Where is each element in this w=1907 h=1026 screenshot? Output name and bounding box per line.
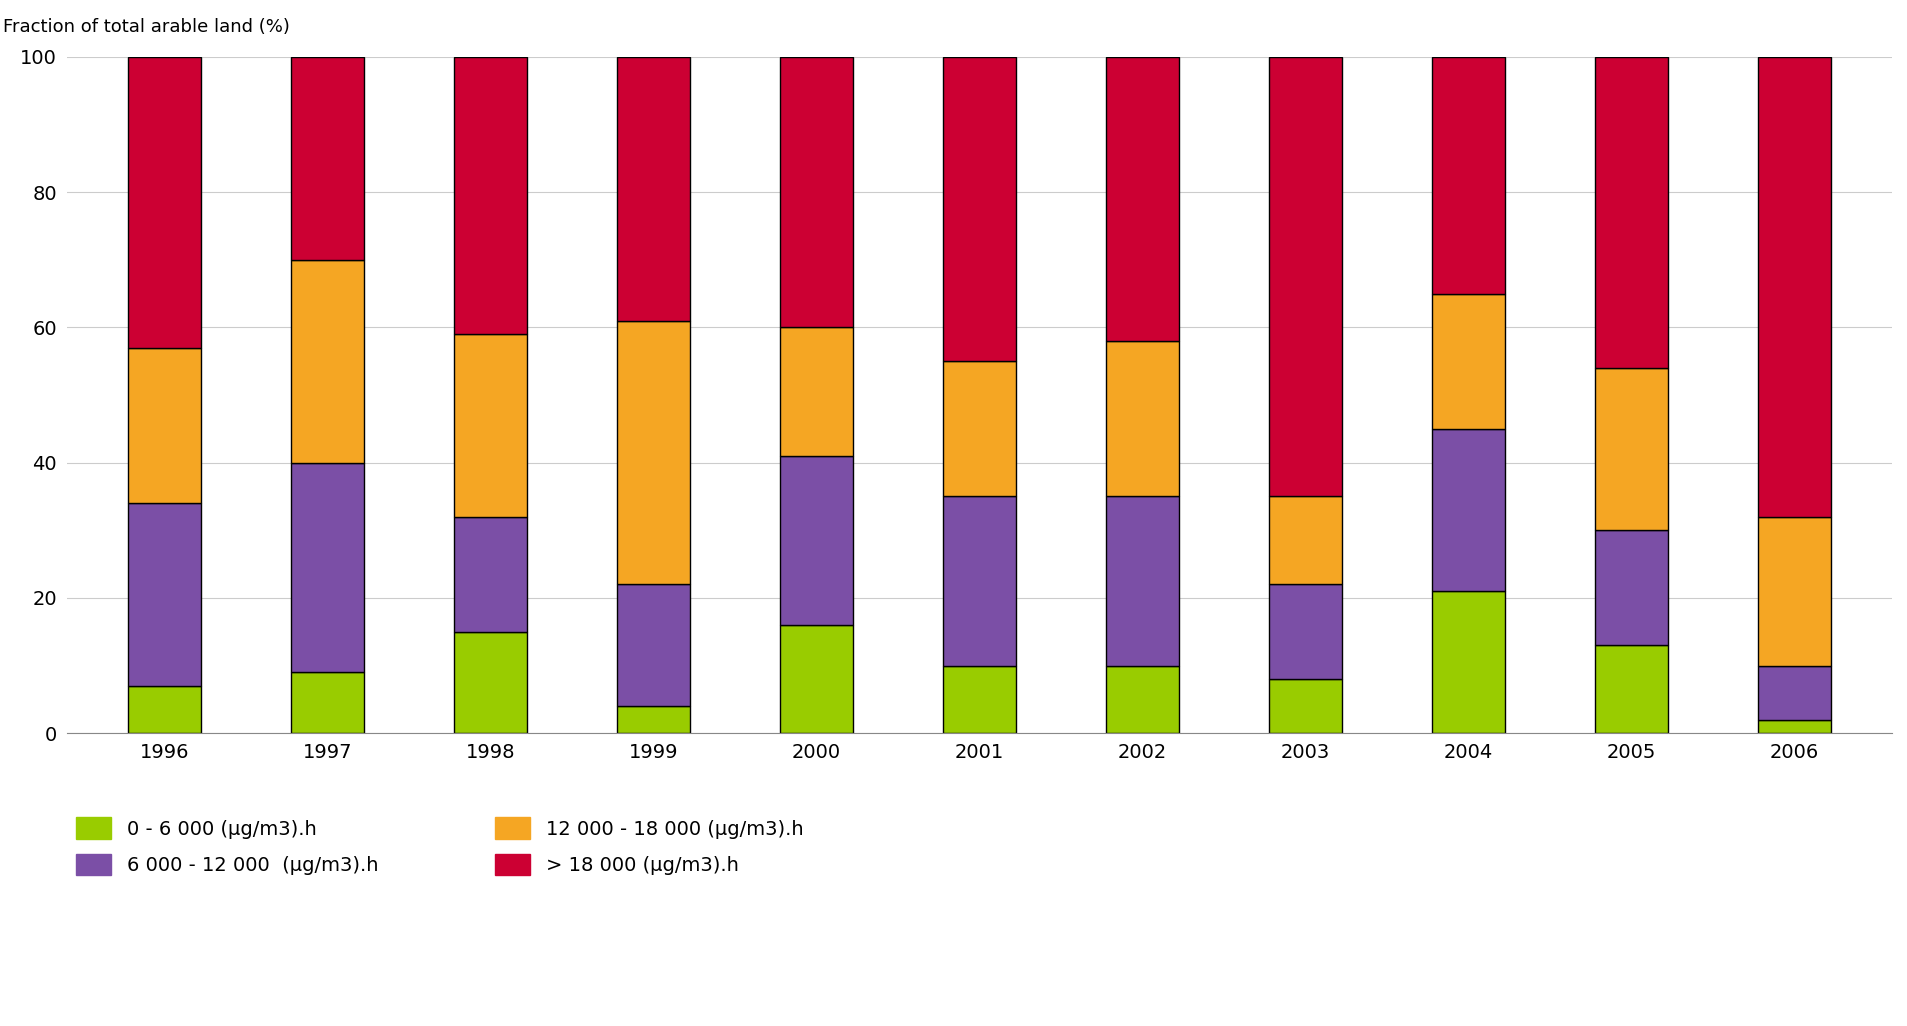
Bar — [942, 361, 1016, 497]
Bar — [1594, 368, 1669, 530]
Text: Fraction of total arable land (%): Fraction of total arable land (%) — [2, 18, 290, 36]
Bar — [1758, 517, 1831, 666]
Bar — [780, 456, 852, 625]
Bar — [1268, 585, 1343, 679]
Bar — [1594, 530, 1669, 645]
Bar — [1106, 497, 1179, 666]
Bar — [290, 56, 364, 260]
Bar — [128, 504, 200, 686]
Legend: 0 - 6 000 (µg/m3).h, 6 000 - 12 000  (µg/m3).h, 12 000 - 18 000 (µg/m3).h, > 18 : 0 - 6 000 (µg/m3).h, 6 000 - 12 000 (µg/… — [76, 818, 803, 875]
Bar — [780, 625, 852, 734]
Bar — [1758, 666, 1831, 720]
Bar — [616, 706, 690, 734]
Bar — [1432, 429, 1505, 591]
Bar — [1268, 56, 1343, 497]
Bar — [128, 348, 200, 504]
Bar — [454, 632, 526, 734]
Bar — [1268, 679, 1343, 734]
Bar — [1106, 666, 1179, 734]
Bar — [454, 334, 526, 517]
Bar — [1106, 341, 1179, 497]
Bar — [942, 56, 1016, 361]
Bar — [454, 56, 526, 334]
Bar — [454, 517, 526, 632]
Bar — [780, 56, 852, 327]
Bar — [942, 666, 1016, 734]
Bar — [780, 327, 852, 456]
Bar — [1432, 293, 1505, 429]
Bar — [1432, 591, 1505, 734]
Bar — [1758, 56, 1831, 517]
Bar — [616, 320, 690, 585]
Bar — [1268, 497, 1343, 585]
Bar — [290, 672, 364, 734]
Bar — [616, 56, 690, 320]
Bar — [290, 260, 364, 463]
Bar — [290, 463, 364, 672]
Bar — [1594, 645, 1669, 734]
Bar — [1594, 56, 1669, 368]
Bar — [1432, 56, 1505, 293]
Bar — [1106, 56, 1179, 341]
Bar — [128, 56, 200, 348]
Bar — [942, 497, 1016, 666]
Bar — [128, 686, 200, 734]
Bar — [1758, 720, 1831, 734]
Bar — [616, 585, 690, 706]
